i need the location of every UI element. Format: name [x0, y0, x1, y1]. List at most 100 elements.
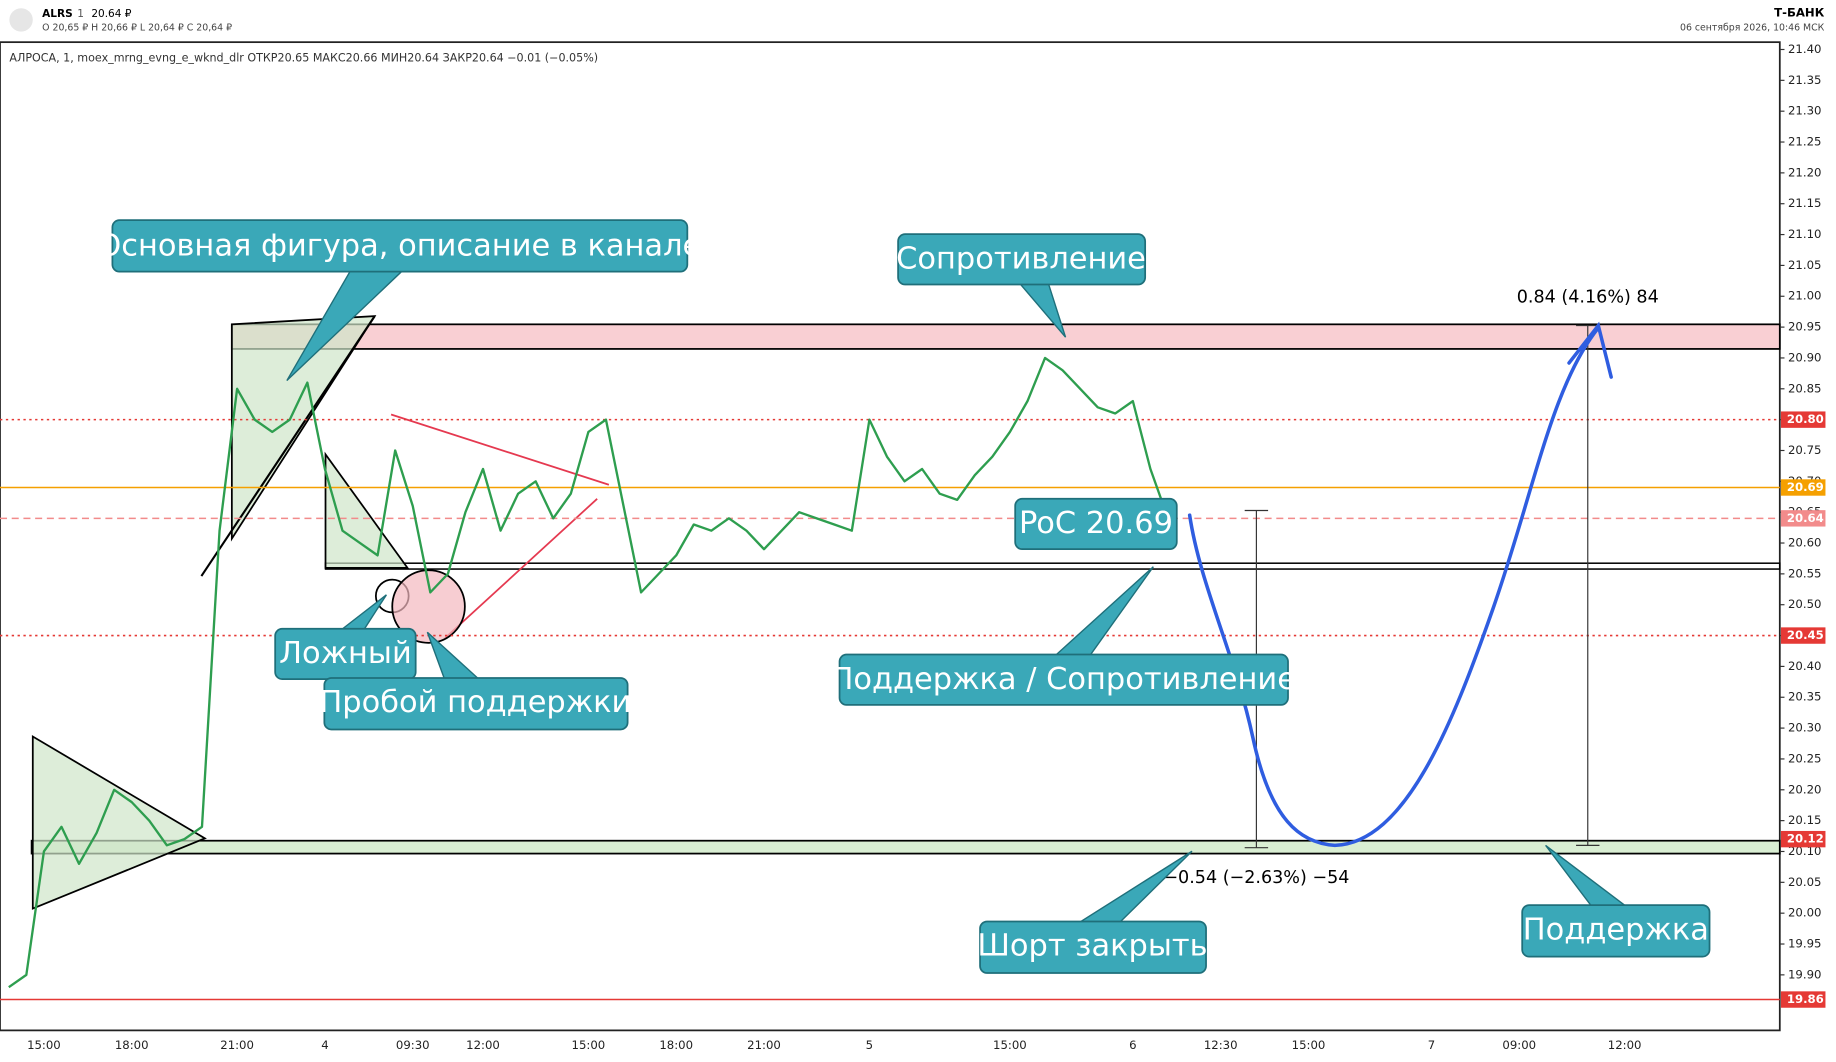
- callout: Шорт закрыть: [977, 850, 1208, 974]
- y-tick-label: 21.30: [1788, 104, 1821, 118]
- y-tick-label: 20.55: [1788, 566, 1821, 580]
- callout-text: Основная фигура, описание в канале: [97, 229, 701, 264]
- marker-circle: [391, 569, 466, 644]
- ticker: ALRS: [42, 8, 73, 20]
- callout-box: [1014, 497, 1178, 551]
- x-tick-label: 18:00: [115, 1038, 149, 1052]
- zones: [0, 315, 1781, 1001]
- callout: Сопротивление: [896, 233, 1147, 338]
- y-tick-label: 21.35: [1788, 73, 1821, 87]
- triangle: [324, 451, 410, 569]
- y-tick-label: 21.40: [1788, 42, 1821, 56]
- resistance-zone: [230, 323, 1781, 350]
- y-tick-label: 19.90: [1788, 967, 1821, 981]
- callout: Пробой поддержки: [319, 631, 631, 731]
- trend-line: [390, 413, 610, 486]
- y-tick-label: 21.05: [1788, 258, 1821, 272]
- x-tick-label: 15:00: [993, 1038, 1027, 1052]
- y-tick-label: 21.20: [1788, 165, 1821, 179]
- brand: Т-БАНК: [1774, 5, 1825, 19]
- callout-text: Сопротивление: [896, 241, 1146, 276]
- plot: [8, 356, 1170, 989]
- interval: 1: [77, 8, 84, 20]
- callout-box: [1521, 904, 1711, 958]
- callout-text: Пробой поддержки: [319, 685, 631, 720]
- x-tick-label: 12:00: [1608, 1038, 1642, 1052]
- x-tick-label: 09:30: [396, 1038, 430, 1052]
- price-tag-label: 20.12: [1787, 832, 1824, 846]
- y-tick-label: 21.15: [1788, 196, 1821, 210]
- overlay: 0.84 (4.16%) 84 −0.54 (−2.63%) −54 Основ…: [97, 219, 1711, 974]
- y-tick-label: 20.10: [1788, 844, 1821, 858]
- y-tick-label: 20.00: [1788, 906, 1821, 920]
- x-tick-label: 15:00: [1292, 1038, 1326, 1052]
- y-tick-label: 20.75: [1788, 443, 1821, 457]
- y-tick-label: 21.00: [1788, 289, 1821, 303]
- x-tick-label: 12:30: [1204, 1038, 1238, 1052]
- logo: [9, 8, 33, 32]
- callout-box: [897, 233, 1147, 286]
- price-tag-label: 20.45: [1787, 628, 1824, 642]
- x-tick-label: 18:00: [659, 1038, 693, 1052]
- x-tick-label: 21:00: [220, 1038, 254, 1052]
- x-tick-label: 15:00: [27, 1038, 61, 1052]
- price-tag: [1780, 830, 1826, 848]
- trend-line: [200, 315, 376, 577]
- price: 20.64 ₽: [91, 8, 131, 20]
- callout: Поддержка: [1521, 844, 1711, 958]
- trend-line: [444, 498, 598, 639]
- price-tag-label: 19.86: [1787, 992, 1824, 1006]
- y-tick-label: 19.95: [1788, 937, 1821, 951]
- y-tick-label: 20.40: [1788, 659, 1821, 673]
- support-zone: [30, 839, 1781, 855]
- x-tick-label: 7: [1428, 1038, 1435, 1052]
- callout-text: Ложный: [279, 636, 412, 671]
- y-tick-label: 20.25: [1788, 751, 1821, 765]
- callout: Основная фигура, описание в канале: [97, 219, 701, 382]
- price-tag-label: 20.64: [1787, 511, 1824, 525]
- y-tick-label: 20.35: [1788, 690, 1821, 704]
- y-tick-label: 20.90: [1788, 350, 1821, 364]
- price-tag: [1780, 411, 1826, 428]
- callout-box: [323, 677, 629, 731]
- measure-label: 0.84 (4.16%) 84: [1517, 287, 1659, 307]
- callout-box: [111, 219, 689, 273]
- x-tick-label: 21:00: [747, 1038, 781, 1052]
- plot-frame: [0, 41, 1781, 1032]
- y-tick-label: 20.50: [1788, 597, 1821, 611]
- y-tick-label: 20.85: [1788, 381, 1821, 395]
- y-tick-label: 20.95: [1788, 320, 1821, 334]
- x-tick-label: 6: [1129, 1038, 1136, 1052]
- callout-text: PoC 20.69: [1019, 506, 1173, 541]
- ohlc: O 20,65 ₽ H 20,66 ₽ L 20,64 ₽ C 20,64 ₽: [42, 23, 232, 34]
- y-tick-label: 20.05: [1788, 875, 1821, 889]
- axes: 19.90 19.95 20.00 20.05 20.10 20.15 20.20 20.25…: [27, 42, 1826, 1052]
- x-tick-label: 09:00: [1502, 1038, 1536, 1052]
- callout-box: [979, 920, 1207, 974]
- price-tag-label: 20.69: [1787, 480, 1824, 494]
- callout: Ложный: [274, 594, 417, 680]
- triangle: [31, 734, 207, 910]
- callout-text: Поддержка: [1523, 912, 1709, 947]
- x-tick-label: 5: [866, 1038, 873, 1052]
- x-tick-label: 12:00: [466, 1038, 500, 1052]
- price-tag: [1780, 479, 1826, 496]
- price-line: [8, 356, 1170, 989]
- callout-box: [838, 653, 1289, 706]
- datetime: 06 сентября 2026, 10:46 МСК: [1680, 23, 1825, 34]
- price-tag: [1780, 991, 1826, 1008]
- measure-label: −0.54 (−2.63%) −54: [1163, 868, 1349, 888]
- callout-text: Шорт закрыть: [977, 929, 1207, 964]
- y-tick-label: 20.60: [1788, 536, 1821, 550]
- legend-text: АЛРОСА, 1, moex_mrng_evng_e_wknd_dlr ОТК…: [9, 52, 598, 65]
- callout: Поддержка / Сопротивление: [830, 566, 1296, 706]
- price-tag: [1780, 627, 1826, 644]
- y-tick-label: 21.25: [1788, 135, 1821, 149]
- callout: PoC 20.69: [1014, 497, 1178, 551]
- y-tick-label: 20.20: [1788, 782, 1821, 796]
- y-tick-label: 20.30: [1788, 721, 1821, 735]
- callout-text: Поддержка / Сопротивление: [830, 662, 1295, 697]
- y-tick-label: 20.15: [1788, 813, 1821, 827]
